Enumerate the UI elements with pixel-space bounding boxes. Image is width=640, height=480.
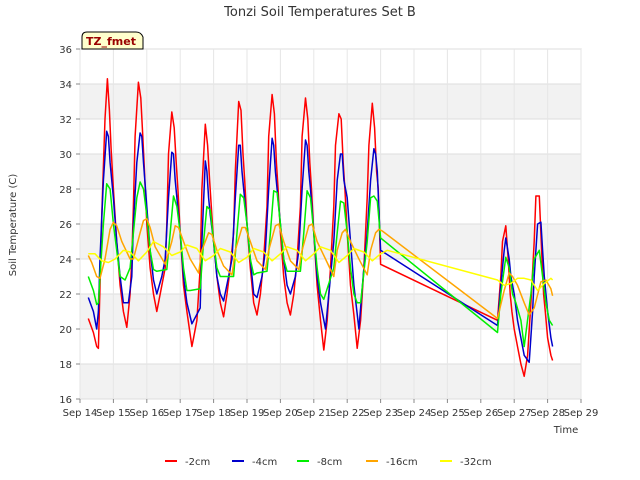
x-tick-label: Sep 16 bbox=[129, 408, 164, 419]
x-tick-label: Sep 28 bbox=[530, 408, 565, 419]
legend-label: -32cm bbox=[460, 457, 492, 468]
x-tick-label: Sep 18 bbox=[196, 408, 231, 419]
legend: -2cm -4cm -8cm -16cm -32cm bbox=[165, 457, 492, 468]
legend-item: -16cm bbox=[366, 457, 418, 468]
station-badge: TZ_fmet bbox=[81, 31, 144, 50]
plot-band bbox=[80, 224, 581, 259]
plot-band bbox=[80, 84, 581, 119]
y-tick-label: 22 bbox=[59, 290, 72, 301]
x-tick-label: Sep 14 bbox=[63, 408, 98, 419]
series-line-16cmcm bbox=[87, 218, 554, 320]
x-tick-label: Sep 24 bbox=[397, 408, 432, 419]
x-tick-label: Sep 15 bbox=[96, 408, 131, 419]
y-axis-label: Soil Temperature (C) bbox=[8, 174, 19, 277]
x-tick-label: Sep 17 bbox=[163, 408, 198, 419]
legend-item: -32cm bbox=[440, 457, 492, 468]
x-tick-label: Sep 29 bbox=[564, 408, 599, 419]
x-tick-label: Sep 27 bbox=[497, 408, 532, 419]
x-tick-label: Sep 19 bbox=[230, 408, 265, 419]
station-badge-shape bbox=[81, 31, 144, 50]
x-axis-label: Time bbox=[553, 425, 578, 436]
x-tick-label: Sep 22 bbox=[330, 408, 365, 419]
legend-label: -8cm bbox=[317, 457, 342, 468]
x-tick-label: Sep 21 bbox=[296, 408, 331, 419]
y-tick-label: 28 bbox=[59, 185, 72, 196]
station-badge-label: TZ_fmet bbox=[86, 35, 136, 48]
legend-item: -4cm bbox=[232, 457, 277, 468]
y-tick-label: 20 bbox=[59, 325, 72, 336]
plot-band bbox=[80, 154, 581, 189]
series-line-32cmcm bbox=[88, 240, 554, 292]
series-lines bbox=[87, 78, 554, 378]
y-axis-ticks: 16 18 20 22 24 26 28 30 32 34 36 bbox=[59, 45, 80, 406]
y-tick-label: 16 bbox=[59, 395, 72, 406]
legend-label: -16cm bbox=[386, 457, 418, 468]
x-tick-label: Sep 26 bbox=[463, 408, 498, 419]
y-tick-label: 24 bbox=[59, 255, 72, 266]
legend-label: -4cm bbox=[252, 457, 277, 468]
x-tick-label: Sep 25 bbox=[430, 408, 465, 419]
y-tick-label: 30 bbox=[59, 150, 72, 161]
y-tick-label: 26 bbox=[59, 220, 72, 231]
y-tick-label: 36 bbox=[59, 45, 72, 56]
legend-label: -2cm bbox=[185, 457, 210, 468]
chart-title: Tonzi Soil Temperatures Set B bbox=[223, 5, 416, 20]
y-tick-label: 34 bbox=[59, 80, 72, 91]
plot-band bbox=[80, 364, 581, 399]
legend-item: -8cm bbox=[297, 457, 342, 468]
x-tick-label: Sep 23 bbox=[363, 408, 398, 419]
legend-item: -2cm bbox=[165, 457, 210, 468]
x-tick-label: Sep 20 bbox=[263, 408, 298, 419]
y-tick-label: 18 bbox=[59, 360, 72, 371]
y-tick-label: 32 bbox=[59, 115, 72, 126]
